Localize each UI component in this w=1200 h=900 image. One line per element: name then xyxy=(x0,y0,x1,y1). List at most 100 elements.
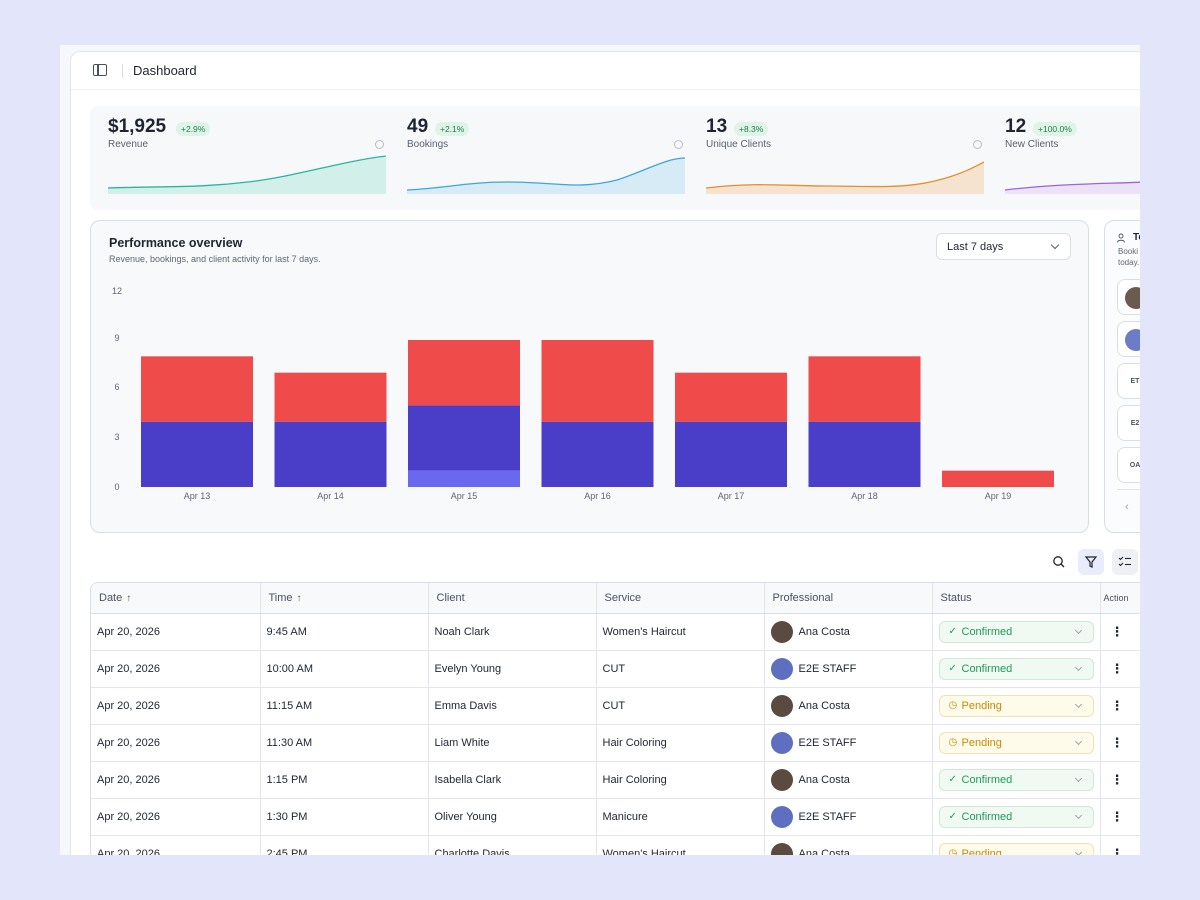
cell-action: ⋮ xyxy=(1100,650,1140,688)
date-range-select[interactable]: Last 7 days xyxy=(936,233,1071,260)
filter-button[interactable] xyxy=(1078,549,1104,575)
performance-card: 0 3 6 9 12 Apr 13 Apr 14 Apr 15 Apr 16 Apr 17 Apr … xyxy=(90,220,1089,533)
avatar xyxy=(770,842,793,855)
cell-client: Evelyn Young xyxy=(428,650,597,688)
cell-service: CUT xyxy=(596,650,765,688)
bar-segment[interactable] xyxy=(541,340,654,422)
team-member[interactable]: E2 xyxy=(1117,405,1140,441)
status-select[interactable]: ✓ Confirmed xyxy=(938,620,1094,643)
users-icon xyxy=(1117,233,1125,243)
kpi-change-badge: +100.0% xyxy=(1033,122,1077,136)
arrow-up-icon: ↑ xyxy=(126,592,132,604)
bar-segment[interactable] xyxy=(141,356,253,422)
status-select[interactable]: ◷ Pending xyxy=(938,842,1094,855)
status-label: Confirmed xyxy=(961,625,1013,638)
kpi-value: 12 xyxy=(1005,116,1027,137)
professional-name: Ana Costa xyxy=(798,699,850,712)
info-icon[interactable] xyxy=(973,140,982,149)
column-header-client[interactable]: Client xyxy=(428,583,597,614)
chevron-left-icon[interactable]: ‹ xyxy=(1125,501,1129,513)
more-vertical-icon[interactable]: ⋮ xyxy=(1110,845,1124,856)
bar-segment[interactable] xyxy=(808,356,921,422)
team-card: Te Booki today. ET E2 OA ‹ xyxy=(1104,220,1140,533)
header-divider xyxy=(122,64,123,78)
status-select[interactable]: ◷ Pending xyxy=(938,731,1094,754)
cell-action: ⋮ xyxy=(1100,798,1140,836)
table-row[interactable]: Apr 20, 2026 10:00 AM Evelyn Young CUT E2E S… xyxy=(91,650,1140,688)
cell-time: 9:45 AM xyxy=(260,613,429,651)
status-select[interactable]: ✓ Confirmed xyxy=(938,768,1094,791)
bar-segment[interactable] xyxy=(675,421,787,487)
avatar xyxy=(1125,287,1140,309)
more-vertical-icon[interactable]: ⋮ xyxy=(1110,808,1124,824)
table-row[interactable]: Apr 20, 2026 1:30 PM Oliver Young Manicure E… xyxy=(91,798,1140,836)
bar-segment[interactable] xyxy=(541,421,654,487)
table-row[interactable]: Apr 20, 2026 2:45 PM Charlotte Davis Women'… xyxy=(91,835,1140,855)
performance-bar-chart: 0 3 6 9 12 Apr 13 Apr 14 Apr 15 Apr 16 Apr 17 Apr … xyxy=(112,286,1054,501)
team-member[interactable]: OA xyxy=(1117,447,1140,483)
search-icon xyxy=(1053,556,1065,568)
x-tick-label: Apr 13 xyxy=(184,491,211,501)
status-select[interactable]: ◷ Pending xyxy=(938,694,1094,717)
bar-segment[interactable] xyxy=(274,421,387,487)
column-header-date[interactable]: Date ↑ xyxy=(91,583,261,614)
bar-segment[interactable] xyxy=(408,470,520,487)
status-select[interactable]: ✓ Confirmed xyxy=(938,805,1094,828)
check-icon: ✓ xyxy=(948,662,957,674)
clock-icon: ◷ xyxy=(948,699,958,711)
chevron-down-icon xyxy=(1074,737,1082,745)
cell-action: ⋮ xyxy=(1100,613,1140,651)
appointments-table: Date ↑ Time ↑ Client Service Professional … xyxy=(90,582,1140,855)
column-header-status[interactable]: Status xyxy=(932,583,1101,614)
column-header-time[interactable]: Time ↑ xyxy=(260,583,429,614)
column-header-professional[interactable]: Professional xyxy=(764,583,933,614)
kpi-card-revenue: $1,925 +2.9% Revenue xyxy=(90,106,386,210)
status-select[interactable]: ✓ Confirmed xyxy=(938,657,1094,680)
more-vertical-icon[interactable]: ⋮ xyxy=(1110,623,1124,639)
x-tick-label: Apr 14 xyxy=(317,491,344,501)
bar-segment[interactable] xyxy=(408,405,520,471)
search-button[interactable] xyxy=(1046,549,1072,575)
bar-segment[interactable] xyxy=(808,421,921,487)
status-label: Pending xyxy=(961,736,1002,749)
cell-client: Emma Davis xyxy=(428,687,597,725)
page-title: Dashboard xyxy=(133,63,197,78)
team-member[interactable]: ET xyxy=(1117,363,1140,399)
date-range-value: Last 7 days xyxy=(947,241,1004,253)
sidebar-toggle-icon[interactable] xyxy=(93,64,107,76)
kpi-card-unique-clients: 13 +8.3% Unique Clients xyxy=(688,106,984,210)
kpi-change-badge: +2.9% xyxy=(176,122,211,136)
chevron-down-icon xyxy=(1074,811,1082,819)
table-row[interactable]: Apr 20, 2026 11:15 AM Emma Davis CUT Ana Cos… xyxy=(91,687,1140,725)
more-vertical-icon[interactable]: ⋮ xyxy=(1110,771,1124,787)
cell-time: 2:45 PM xyxy=(260,835,429,855)
cell-professional: E2E STAFF xyxy=(764,724,933,762)
info-icon[interactable] xyxy=(375,140,384,149)
chevron-down-icon xyxy=(1050,240,1060,250)
kpi-sparkline xyxy=(1005,181,1140,194)
info-icon[interactable] xyxy=(674,140,683,149)
columns-button[interactable] xyxy=(1112,549,1138,575)
bar-segment[interactable] xyxy=(408,340,520,406)
bar-segment[interactable] xyxy=(141,421,253,487)
cell-time: 10:00 AM xyxy=(260,650,429,688)
bar-segment[interactable] xyxy=(675,372,787,422)
avatar-initials: E2 xyxy=(1130,420,1140,427)
more-vertical-icon[interactable]: ⋮ xyxy=(1110,734,1124,750)
team-member[interactable] xyxy=(1117,321,1140,357)
more-vertical-icon[interactable]: ⋮ xyxy=(1110,697,1124,713)
status-label: Confirmed xyxy=(961,662,1013,675)
more-vertical-icon[interactable]: ⋮ xyxy=(1110,660,1124,676)
top-header: Dashboard xyxy=(71,52,1140,90)
table-row[interactable]: Apr 20, 2026 9:45 AM Noah Clark Women's Hai… xyxy=(91,613,1140,651)
column-header-service[interactable]: Service xyxy=(596,583,765,614)
table-row[interactable]: Apr 20, 2026 11:30 AM Liam White Hair Color… xyxy=(91,724,1140,762)
performance-title: Performance overview xyxy=(109,236,243,250)
table-row[interactable]: Apr 20, 2026 1:15 PM Isabella Clark Hair Co… xyxy=(91,761,1140,799)
bar-segment[interactable] xyxy=(942,470,1054,487)
bar-segment[interactable] xyxy=(274,372,387,422)
cell-action: ⋮ xyxy=(1100,724,1140,762)
team-member[interactable] xyxy=(1117,279,1140,315)
status-label: Confirmed xyxy=(961,810,1013,823)
y-tick-label: 0 xyxy=(114,482,119,492)
